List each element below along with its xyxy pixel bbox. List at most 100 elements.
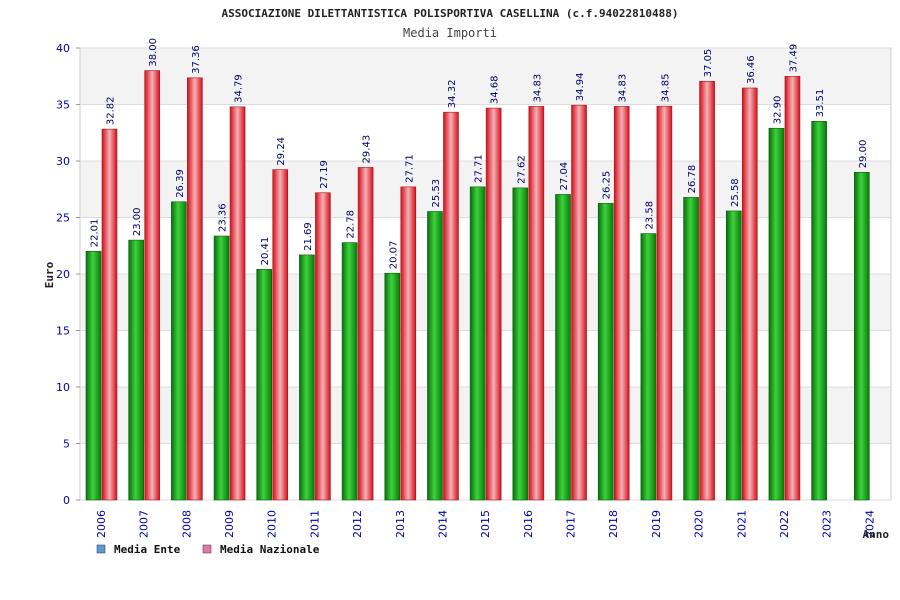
value-label: 20.07 xyxy=(388,241,399,270)
y-axis-ticks: 0 5 10 15 20 25 30 35 40 xyxy=(56,42,80,507)
value-label: 22.01 xyxy=(90,219,101,248)
value-label: 27.62 xyxy=(516,155,527,184)
x-tick-label: 2018 xyxy=(607,510,620,538)
x-tick-label: 2017 xyxy=(565,510,578,538)
value-label: 21.69 xyxy=(303,222,314,251)
bar-media-nazionale-2010 xyxy=(272,169,289,501)
x-tick-label: 2023 xyxy=(821,510,834,538)
x-tick-label: 2024 xyxy=(863,510,876,538)
bar-media-ente-2009 xyxy=(213,235,230,501)
bar-media-ente-2019 xyxy=(640,233,657,501)
legend: Media Ente Media Nazionale xyxy=(96,543,320,556)
value-label: 34.32 xyxy=(447,80,458,109)
x-tick-label: 2021 xyxy=(735,510,748,538)
value-label: 29.43 xyxy=(362,135,373,164)
value-label: 23.00 xyxy=(132,207,143,236)
value-label: 20.41 xyxy=(260,237,271,266)
y-tick-label: 40 xyxy=(56,42,70,55)
bar-media-ente-2008 xyxy=(171,201,187,501)
x-tick-label: 2016 xyxy=(522,510,535,538)
value-label: 34.85 xyxy=(660,74,671,103)
value-label: 29.00 xyxy=(858,140,869,169)
x-tick-label: 2013 xyxy=(394,510,407,538)
value-label: 29.24 xyxy=(276,137,287,166)
bar-media-nazionale-2009 xyxy=(229,106,246,501)
value-label: 27.04 xyxy=(559,162,570,191)
legend-label-media-ente: Media Ente xyxy=(114,543,181,556)
x-tick-label: 2012 xyxy=(351,510,364,538)
bar-media-ente-2018 xyxy=(597,203,614,501)
x-tick-label: 2007 xyxy=(138,510,151,538)
bar-media-nazionale-2013 xyxy=(400,186,417,501)
bar-media-nazionale-2006 xyxy=(101,128,118,501)
bar-media-nazionale-2020 xyxy=(699,81,715,501)
x-axis-ticks: 2006 2007 2008 2009 2010 2011 2012 2013 2014 2015… xyxy=(95,510,876,538)
x-tick-label: 2006 xyxy=(95,510,108,538)
bar-media-ente-2020 xyxy=(683,197,699,501)
value-label: 27.71 xyxy=(474,154,485,183)
value-label: 36.46 xyxy=(746,55,757,84)
value-label: 23.36 xyxy=(218,203,229,232)
bar-media-nazionale-2008 xyxy=(187,77,203,501)
legend-swatch-media-nazionale xyxy=(202,544,212,554)
value-label: 22.78 xyxy=(346,210,357,239)
bar-media-nazionale-2007 xyxy=(144,70,160,501)
bar-media-ente-2015 xyxy=(469,186,486,501)
bar-media-nazionale-2017 xyxy=(571,104,587,501)
bar-media-ente-2022 xyxy=(768,127,785,501)
x-tick-label: 2020 xyxy=(693,510,706,538)
legend-label-media-nazionale: Media Nazionale xyxy=(220,543,320,556)
bar-media-ente-2014 xyxy=(427,211,443,501)
y-tick-label: 15 xyxy=(56,325,70,338)
value-label: 25.53 xyxy=(431,179,442,208)
bar-media-ente-2013 xyxy=(384,272,401,501)
value-label: 37.05 xyxy=(703,49,714,78)
value-label: 26.78 xyxy=(687,165,698,194)
x-tick-label: 2019 xyxy=(650,510,663,538)
bar-media-nazionale-2019 xyxy=(656,105,673,501)
x-tick-label: 2022 xyxy=(778,510,791,538)
value-label: 32.90 xyxy=(772,96,783,125)
value-label: 34.94 xyxy=(575,73,586,102)
bar-media-nazionale-2022 xyxy=(784,76,801,501)
value-label: 34.83 xyxy=(532,74,543,103)
value-label: 23.58 xyxy=(644,201,655,230)
x-tick-label: 2008 xyxy=(180,510,193,538)
y-tick-label: 5 xyxy=(63,438,70,451)
bars xyxy=(85,70,870,501)
bar-media-ente-2006 xyxy=(85,250,102,501)
bar-media-ente-2024 xyxy=(854,172,870,501)
bar-media-nazionale-2018 xyxy=(613,106,630,501)
bar-media-ente-2023 xyxy=(811,121,827,501)
legend-swatch-media-ente xyxy=(96,544,106,554)
x-tick-label: 2014 xyxy=(436,510,449,538)
value-label: 37.36 xyxy=(191,45,202,74)
bar-media-nazionale-2021 xyxy=(741,87,758,501)
bar-media-nazionale-2015 xyxy=(485,107,502,501)
bar-media-ente-2010 xyxy=(256,269,273,501)
value-label: 34.83 xyxy=(618,74,629,103)
y-tick-label: 35 xyxy=(56,99,70,112)
x-tick-label: 2009 xyxy=(223,510,236,538)
value-label: 26.25 xyxy=(602,171,613,200)
value-label: 38.00 xyxy=(148,38,159,67)
bar-media-nazionale-2014 xyxy=(443,111,459,501)
value-label: 34.68 xyxy=(490,75,501,104)
y-tick-label: 20 xyxy=(56,268,70,281)
y-tick-label: 25 xyxy=(56,212,70,225)
bar-media-ente-2021 xyxy=(725,210,742,501)
y-tick-label: 10 xyxy=(56,381,70,394)
value-label: 27.19 xyxy=(319,160,330,189)
x-tick-label: 2011 xyxy=(308,510,321,538)
chart-title: ASSOCIAZIONE DILETTANTISTICA POLISPORTIV… xyxy=(222,7,679,20)
value-label: 33.51 xyxy=(815,89,826,118)
bar-media-nazionale-2011 xyxy=(315,192,331,501)
value-label: 32.82 xyxy=(106,96,117,125)
chart-subtitle: Media Importi xyxy=(403,26,497,40)
x-tick-label: 2015 xyxy=(479,510,492,538)
bar-media-ente-2016 xyxy=(512,187,529,501)
value-label: 25.58 xyxy=(730,178,741,207)
bar-media-nazionale-2012 xyxy=(357,167,374,501)
bar-media-ente-2011 xyxy=(299,254,315,501)
bar-media-ente-2017 xyxy=(555,194,571,501)
